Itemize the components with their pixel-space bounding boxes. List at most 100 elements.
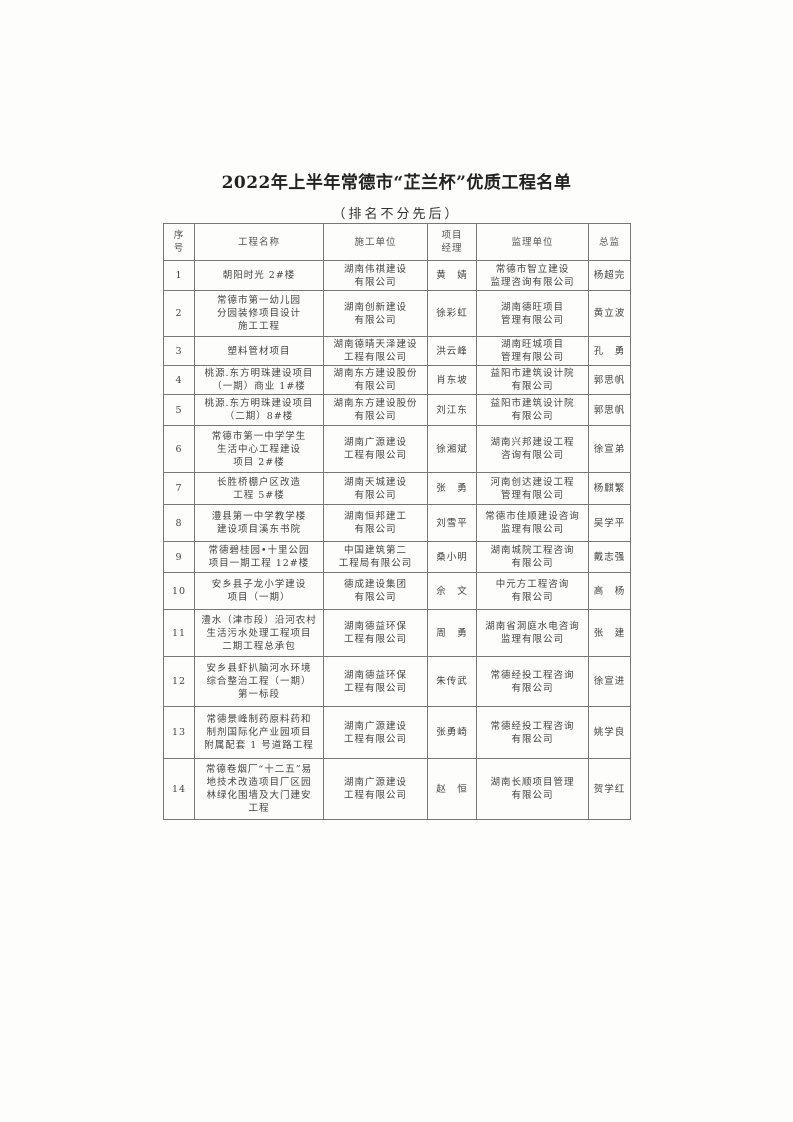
- table-header-row: 序 号 工程名称 施工单位 项目 经理 监理单位 总监: [163, 223, 631, 261]
- cell-project-manager: 徐湘斌: [427, 425, 477, 473]
- cell-contractor: 湖南德晴天泽建设 工程有限公司: [323, 336, 428, 366]
- cell-project-name: 常德市第一中学学生 生活中心工程建设 项目 2#楼: [194, 425, 324, 473]
- cell-supervisor-unit: 河南创达建设工程 管理有限公司: [476, 472, 589, 505]
- cell-contractor: 湖南东方建设股份 有限公司: [323, 365, 428, 395]
- cell-supervisor-unit: 常德市智立建设 监理咨询有限公司: [476, 260, 589, 291]
- table-row: 8 澧县第一中学教学楼 建设项目溪东书院 湖南恒邦建工 有限公司 刘雪平 常德市佳顺建设…: [163, 504, 631, 542]
- table-row: 7 长胜桥棚户区改造 工程 5#楼 湖南天城建设 有限公司张 勇河南创达建设工程 管…: [163, 472, 631, 505]
- table-row: 3 塑料管材项目 湖南德晴天泽建设 工程有限公司 洪云峰 湖南旺城项目 管理有限公司孔 …: [163, 336, 631, 366]
- cell-supervisor-unit: 湖南长顺项目管理 有限公司: [476, 758, 589, 820]
- cell-chief-supervisor: 徐宣进: [588, 656, 631, 707]
- cell-contractor: 湖南东方建设股份 有限公司: [323, 394, 428, 426]
- cell-project-manager: 洪云峰: [427, 336, 477, 366]
- table-row: 6 常德市第一中学学生 生活中心工程建设 项目 2#楼 湖南广源建设 工程有限公司徐…: [163, 425, 631, 473]
- cell-project-manager: 桑小明: [427, 541, 477, 573]
- header-contractor: 施工单位: [323, 223, 428, 261]
- header-chief-supervisor: 总监: [588, 223, 631, 261]
- cell-project-manager: 赵 恒: [427, 758, 477, 820]
- cell-contractor: 湖南广源建设 工程有限公司: [323, 758, 428, 820]
- cell-row-index: 10: [163, 572, 195, 610]
- table-row: 5 桃源.东方明珠建设项目 （二期）8#楼 湖南东方建设股份 有限公司 刘江东 益阳市建…: [163, 394, 631, 426]
- cell-contractor: 湖南创新建设 有限公司: [323, 290, 428, 337]
- cell-project-manager: 刘雪平: [427, 504, 477, 542]
- cell-project-name: 常德卷烟厂“十二五”易 地技术改造项目厂区园 林绿化围墙及大门建安 工程: [194, 758, 324, 820]
- header-index: 序 号: [163, 223, 195, 261]
- cell-supervisor-unit: 湖南旺城项目 管理有限公司: [476, 336, 589, 366]
- cell-row-index: 4: [163, 365, 195, 395]
- cell-contractor: 湖南广源建设 工程有限公司: [323, 706, 428, 759]
- cell-row-index: 7: [163, 472, 195, 505]
- table-row: 11 澧水（津市段）沿河农村 生活污水处理工程项目 二期工程总承包 湖南德益环保 工…: [163, 609, 631, 657]
- cell-row-index: 5: [163, 394, 195, 426]
- cell-chief-supervisor: 吴学平: [588, 504, 631, 542]
- cell-contractor: 湖南天城建设 有限公司: [323, 472, 428, 505]
- cell-project-manager: 张 勇: [427, 472, 477, 505]
- cell-row-index: 14: [163, 758, 195, 820]
- cell-project-name: 安乡县子龙小学建设 项目（一期）: [194, 572, 324, 610]
- cell-contractor: 中国建筑第二 工程局有限公司: [323, 541, 428, 573]
- cell-project-name: 常德景峰制药原料药和 制剂国际化产业园项目 附属配套 1 号道路工程: [194, 706, 324, 759]
- table-row: 9 常德碧桂园•十里公园 项目一期工程 12#楼 中国建筑第二 工程局有限公司 桑小明…: [163, 541, 631, 573]
- cell-chief-supervisor: 孔 勇: [588, 336, 631, 366]
- header-supervisor-unit: 监理单位: [476, 223, 589, 261]
- table-row: 10 安乡县子龙小学建设 项目（一期） 德成建设集团 有限公司佘 文中元方工程咨询 …: [163, 572, 631, 610]
- cell-chief-supervisor: 郭思帆: [588, 365, 631, 395]
- cell-supervisor-unit: 常德经投工程咨询 有限公司: [476, 706, 589, 759]
- cell-supervisor-unit: 益阳市建筑设计院 有限公司: [476, 365, 589, 395]
- cell-supervisor-unit: 常德经投工程咨询 有限公司: [476, 656, 589, 707]
- cell-row-index: 3: [163, 336, 195, 366]
- cell-chief-supervisor: 黄立波: [588, 290, 631, 337]
- cell-supervisor-unit: 益阳市建筑设计院 有限公司: [476, 394, 589, 426]
- cell-supervisor-unit: 中元方工程咨询 有限公司: [476, 572, 589, 610]
- cell-row-index: 6: [163, 425, 195, 473]
- table-row: 2 常德市第一幼儿园 分园装修项目设计 施工工程 湖南创新建设 有限公司 徐彩虹 湖南德…: [163, 290, 631, 337]
- cell-project-name: 桃源.东方明珠建设项目 （二期）8#楼: [194, 394, 324, 426]
- cell-project-manager: 肖东坡: [427, 365, 477, 395]
- cell-chief-supervisor: 徐宣弟: [588, 425, 631, 473]
- cell-supervisor-unit: 湖南省洞庭水电咨询 监理有限公司: [476, 609, 589, 657]
- cell-project-name: 常德市第一幼儿园 分园装修项目设计 施工工程: [194, 290, 324, 337]
- cell-contractor: 湖南德益环保 工程有限公司: [323, 656, 428, 707]
- cell-supervisor-unit: 湖南兴邦建设工程 咨询有限公司: [476, 425, 589, 473]
- cell-project-name: 塑料管材项目: [194, 336, 324, 366]
- cell-row-index: 13: [163, 706, 195, 759]
- cell-contractor: 湖南伟祺建设 有限公司: [323, 260, 428, 291]
- cell-project-manager: 朱传武: [427, 656, 477, 707]
- cell-project-name: 桃源.东方明珠建设项目 （一期）商业 1#楼: [194, 365, 324, 395]
- cell-chief-supervisor: 姚学良: [588, 706, 631, 759]
- table-row: 4 桃源.东方明珠建设项目 （一期）商业 1#楼 湖南东方建设股份 有限公司 肖东坡益…: [163, 365, 631, 395]
- cell-contractor: 湖南德益环保 工程有限公司: [323, 609, 428, 657]
- cell-project-manager: 刘江东: [427, 394, 477, 426]
- cell-project-name: 常德碧桂园•十里公园 项目一期工程 12#楼: [194, 541, 324, 573]
- table-row: 1 朝阳时光 2#楼 湖南伟祺建设 有限公司黄 婧常德市智立建设 监理咨询有限公司杨…: [163, 260, 631, 291]
- cell-supervisor-unit: 湖南德旺项目 管理有限公司: [476, 290, 589, 337]
- cell-project-manager: 佘 文: [427, 572, 477, 610]
- cell-supervisor-unit: 湖南城院工程咨询 有限公司: [476, 541, 589, 573]
- table-row: 13 常德景峰制药原料药和 制剂国际化产业园项目 附属配套 1 号道路工程 湖南广源…: [163, 706, 631, 759]
- cell-project-manager: 徐彩虹: [427, 290, 477, 337]
- cell-chief-supervisor: 贺学红: [588, 758, 631, 820]
- cell-project-name: 澧县第一中学教学楼 建设项目溪东书院: [194, 504, 324, 542]
- cell-supervisor-unit: 常德市佳顺建设咨询 监理有限公司: [476, 504, 589, 542]
- projects-table: 序 号 工程名称 施工单位 项目 经理 监理单位 总监 1 朝阳时光 2#楼 湖南伟…: [163, 223, 631, 820]
- cell-project-name: 长胜桥棚户区改造 工程 5#楼: [194, 472, 324, 505]
- cell-chief-supervisor: 杨超完: [588, 260, 631, 291]
- cell-chief-supervisor: 郭思帆: [588, 394, 631, 426]
- cell-row-index: 11: [163, 609, 195, 657]
- cell-contractor: 德成建设集团 有限公司: [323, 572, 428, 610]
- cell-chief-supervisor: 杨麒繁: [588, 472, 631, 505]
- cell-row-index: 1: [163, 260, 195, 291]
- cell-project-name: 安乡县虾扒脑河水环境 综合整治工程（一期） 第一标段: [194, 656, 324, 707]
- cell-row-index: 9: [163, 541, 195, 573]
- cell-project-name: 朝阳时光 2#楼: [194, 260, 324, 291]
- header-project-manager: 项目 经理: [427, 223, 477, 261]
- header-project-name: 工程名称: [194, 223, 324, 261]
- cell-contractor: 湖南广源建设 工程有限公司: [323, 425, 428, 473]
- cell-row-index: 2: [163, 290, 195, 337]
- cell-contractor: 湖南恒邦建工 有限公司: [323, 504, 428, 542]
- cell-project-manager: 张勇崎: [427, 706, 477, 759]
- table-row: 12 安乡县虾扒脑河水环境 综合整治工程（一期） 第一标段 湖南德益环保 工程有限公…: [163, 656, 631, 707]
- cell-chief-supervisor: 高 杨: [588, 572, 631, 610]
- document-subtitle: （排名不分先后）: [332, 207, 461, 222]
- cell-row-index: 8: [163, 504, 195, 542]
